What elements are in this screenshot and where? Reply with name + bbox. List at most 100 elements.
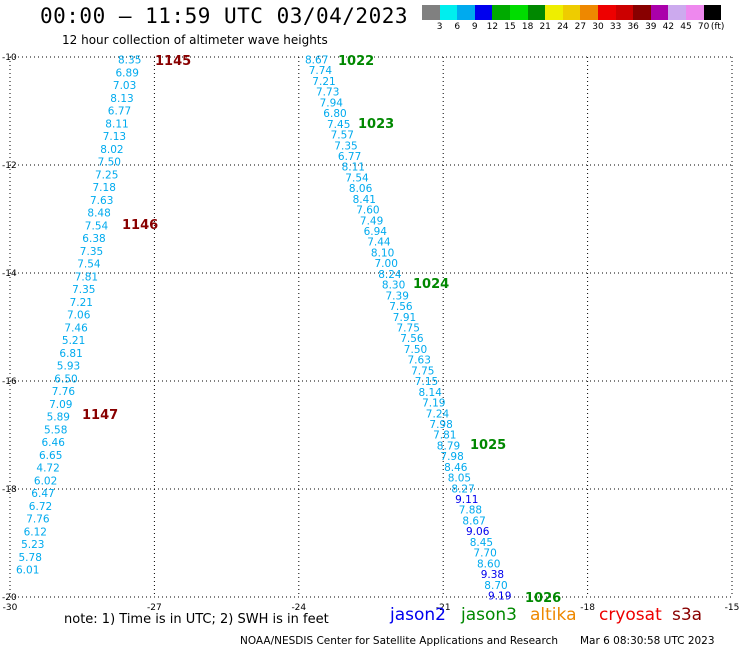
wave-height-value: 7.19 (422, 398, 445, 410)
wave-height-value: 7.06 (67, 310, 91, 322)
lat-tick-label: -16 (2, 377, 17, 387)
wave-height-value: 7.88 (459, 505, 482, 517)
wave-height-value: 6.65 (39, 450, 62, 462)
legend-jason2: jason2 (390, 605, 446, 625)
wave-height-value: 7.21 (312, 76, 335, 88)
color-scale-bar (422, 5, 722, 20)
color-scale-swatch (668, 5, 686, 20)
lon-tick-label: -24 (291, 603, 306, 613)
color-scale-label: 3 (436, 22, 443, 32)
lat-tick-label: -12 (2, 161, 17, 171)
wave-height-value: 7.45 (327, 119, 350, 131)
wave-height-value: 7.46 (64, 322, 88, 334)
wave-height-value: 7.81 (433, 430, 456, 442)
wave-height-value: 5.23 (21, 539, 44, 551)
wave-height-value: 7.98 (440, 451, 463, 463)
wave-height-value: 5.58 (44, 424, 67, 436)
wave-height-value: 5.93 (57, 361, 80, 373)
wave-height-value: 9.19 (488, 591, 511, 603)
color-scale-swatch (439, 5, 458, 20)
lon-tick-label: -21 (436, 603, 451, 613)
generated-timestamp: Mar 6 08:30:58 UTC 2023 (580, 635, 715, 647)
wave-height-value: 7.35 (72, 284, 95, 296)
wave-height-value: 8.46 (444, 462, 468, 474)
color-scale-swatch (633, 5, 651, 20)
color-scale-swatch (545, 5, 563, 20)
pass-time-label: 1145 (155, 54, 191, 69)
wave-height-value: 8.11 (105, 118, 128, 130)
wave-height-value: 7.25 (95, 169, 118, 181)
wave-height-value: 7.13 (103, 131, 126, 143)
wave-height-value: 8.13 (110, 93, 133, 105)
wave-height-value: 7.50 (404, 344, 427, 356)
color-scale-label: 21 (539, 22, 551, 32)
wave-height-value: 6.72 (29, 501, 52, 513)
lon-tick-label: -15 (725, 603, 740, 613)
wave-height-value: 7.98 (429, 419, 452, 431)
wave-height-value: 7.18 (93, 182, 116, 194)
color-scale-label: 12 (486, 22, 499, 32)
wave-height-value: 6.94 (364, 226, 388, 238)
wave-height-value: 8.24 (378, 269, 402, 281)
wave-height-value: 8.45 (470, 537, 493, 549)
color-scale-swatch (492, 5, 510, 20)
lat-tick-label: -20 (2, 593, 17, 603)
wave-height-value: 8.05 (448, 473, 471, 485)
wave-height-value: 7.60 (356, 205, 379, 217)
lat-tick-label: -14 (2, 269, 17, 279)
wave-height-value: 6.80 (323, 108, 346, 120)
color-scale-label: 30 (592, 22, 604, 32)
color-scale-label: 6 (454, 22, 461, 32)
pass-time-label: 1026 (525, 591, 561, 606)
color-scale-label: 15 (504, 22, 516, 32)
color-scale-label: 18 (521, 22, 534, 32)
pass-time-label: 1023 (358, 117, 394, 132)
color-scale-swatch (527, 5, 546, 20)
wave-height-value: 6.47 (31, 488, 54, 500)
wave-height-value: 7.54 (345, 172, 369, 184)
wave-height-value: 7.54 (77, 259, 101, 271)
color-scale-swatch (509, 5, 528, 20)
color-scale-swatch (580, 5, 598, 20)
pass-time-label: 1146 (122, 218, 158, 233)
wave-height-value: 7.21 (70, 297, 93, 309)
wave-height-value: 6.46 (42, 437, 66, 449)
pass-time-label: 1025 (470, 438, 506, 453)
legend-altika: altika (530, 605, 577, 625)
note-text: note: 1) Time is in UTC; 2) SWH is in fe… (64, 612, 329, 627)
wave-height-value: 6.12 (24, 526, 47, 538)
legend-jason3: jason3 (461, 605, 517, 625)
color-scale-label: 33 (609, 22, 622, 32)
color-scale-label: 45 (680, 22, 692, 32)
lon-tick-label: -18 (580, 603, 595, 613)
wave-height-value: 7.15 (415, 376, 438, 388)
wave-height-value: 8.35 (118, 55, 141, 67)
wave-height-value: 7.39 (386, 290, 409, 302)
color-scale-unit: (ft) (710, 22, 725, 32)
wave-height-value: 8.27 (451, 483, 474, 495)
wave-height-value: 5.78 (19, 552, 42, 564)
wave-height-value: 9.38 (481, 569, 504, 581)
wave-height-value: 6.77 (108, 106, 131, 118)
wave-height-value: 7.24 (426, 408, 450, 420)
wave-height-value: 5.89 (47, 412, 70, 424)
wave-height-value: 6.38 (82, 233, 105, 245)
wave-height-value: 7.94 (320, 97, 344, 109)
wave-height-value: 7.76 (52, 386, 76, 398)
wave-height-value: 7.03 (113, 80, 136, 92)
color-scale-label: 9 (471, 22, 478, 32)
color-scale-labels: 3 6 9 12 15 18 21 24 27 30 33 36 39 42 45 70 (ft) (422, 22, 732, 34)
wave-height-value: 7.91 (393, 312, 416, 324)
color-scale-swatch (597, 5, 616, 20)
wave-height-value: 8.11 (342, 162, 365, 174)
legend-s3a: s3a (672, 605, 703, 625)
wave-height-value: 7.56 (400, 333, 424, 345)
wave-height-value: 9.11 (455, 494, 478, 506)
legend-cryosat: cryosat (599, 605, 662, 625)
wave-height-value: 8.48 (87, 208, 110, 220)
wave-height-value: 7.75 (397, 323, 420, 335)
wave-height-value: 7.00 (375, 258, 398, 270)
wave-height-value: 7.49 (360, 215, 383, 227)
wave-height-value: 7.63 (408, 355, 431, 367)
